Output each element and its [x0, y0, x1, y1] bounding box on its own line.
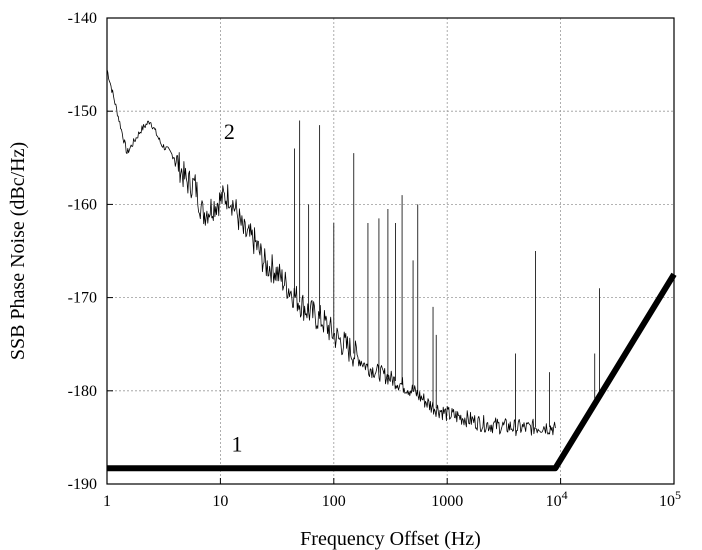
y-tick-label: -150	[68, 103, 97, 120]
tick-labels: 1 10 100 1000 104 105 -140 -150 -160 -170 -180 -190	[68, 10, 681, 510]
x-axis-title: Frequency Offset (Hz)	[300, 528, 481, 550]
y-tick-label: -160	[68, 196, 97, 213]
x-tick-label: 10	[212, 493, 228, 510]
x-tick-label: 100	[322, 493, 346, 510]
x-tick-label: 1000	[431, 493, 463, 510]
plot-frame	[106, 17, 675, 485]
series-line-1	[107, 272, 677, 472]
x-tick-label: 105	[659, 488, 681, 510]
y-axis-title: SSB Phase Noise (dBc/Hz)	[7, 142, 29, 360]
x-tick-label: 104	[546, 488, 568, 510]
series-line-2	[106, 69, 556, 437]
x-tick-label: 1	[103, 493, 111, 510]
curve-labels: 21	[224, 119, 243, 456]
series-layer	[106, 69, 677, 472]
grid	[107, 18, 674, 484]
y-tick-label: -170	[68, 290, 97, 307]
y-tick-label: -190	[68, 476, 97, 493]
y-tick-label: -180	[68, 383, 97, 400]
curve-label-1: 1	[231, 431, 242, 456]
curve-label-2: 2	[224, 119, 235, 144]
y-tick-label: -140	[68, 10, 97, 27]
